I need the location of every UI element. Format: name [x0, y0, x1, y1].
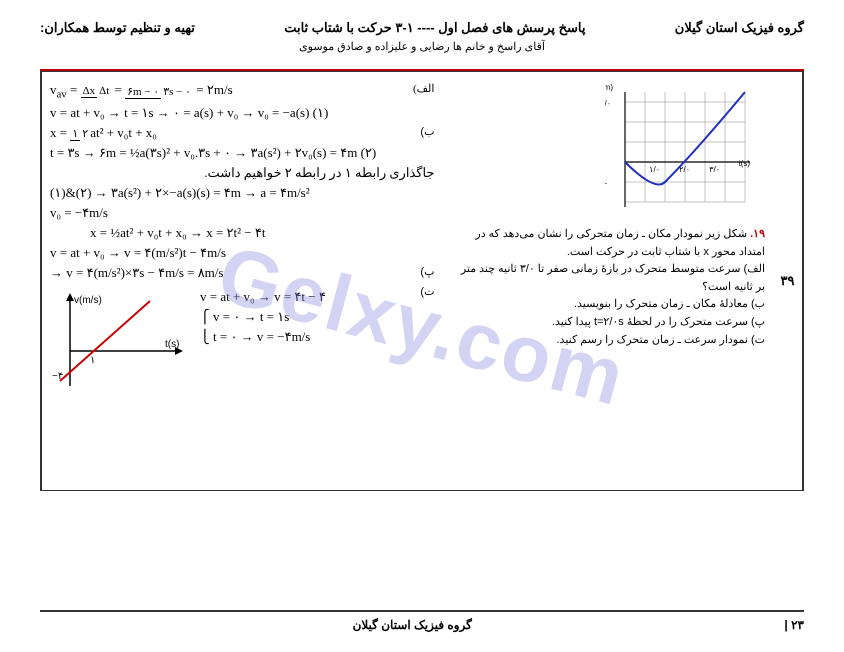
svg-text:۱: ۱ — [90, 355, 95, 366]
q-part-c: پ) سرعت متحرک را در لحظهٔ t=۲/۰s پیدا کن… — [552, 316, 765, 328]
svg-text:۱/۰: ۱/۰ — [649, 165, 660, 174]
eq6: v₀ = −۴m/s — [50, 205, 434, 221]
question-number: ۳۹ — [773, 72, 803, 490]
eq4: t = ۳s → ۶m = ½a(۳s)² + v₀.۳s + ۰ → ۳a(s… — [50, 145, 434, 161]
header-center: پاسخ پرسش های فصل اول ---- ۱-۳ حرکت با ش… — [284, 20, 585, 36]
eq3: x = ۱۲at² + v₀t + x₀ — [50, 125, 434, 141]
header-left: تهیه و تنظیم توسط همکاران: — [40, 20, 195, 36]
eq5: (۱)&(۲) → ۳a(s²) + ۲×−a(s)(s) = ۴m → a =… — [50, 185, 434, 201]
footer: ۲۳ | گروه فیزیک استان گیلان — [40, 610, 804, 632]
question-text: ۱۹. شکل زیر نمودار مکان ـ زمان متحرکی را… — [450, 226, 765, 349]
svg-text:t(s): t(s) — [738, 159, 750, 168]
eq-vav: vav = ΔxΔt = ۶m − ۰۳s − ۰ = ۲m/s الف) — [50, 82, 434, 101]
header-subtitle: آقای راسخ و خانم ها رضایی و علیزاده و صا… — [40, 40, 804, 53]
eq7: x = ½at² + v₀t + x₀ → x = ۲t² − ۴t — [90, 225, 434, 241]
svg-text:−۲/۰: −۲/۰ — [605, 179, 607, 188]
question-column: x(m) t(s) ۶/۰ −۲/۰ ۱/۰ ۲/۰ ۳/۰ ۱۹. شکل ز… — [442, 72, 773, 490]
svg-text:۲/۰: ۲/۰ — [679, 165, 690, 174]
velocity-graph: v(m/s) t(s) ۱ −۴ — [50, 291, 190, 391]
eq9: → v = ۴(m/s²)×۳s − ۴m/s = ۸m/s — [50, 265, 434, 281]
eq8: v = at + v₀ → v = ۴(m/s²)t − ۴m/s — [50, 245, 434, 261]
footer-center: گروه فیزیک استان گیلان — [353, 618, 472, 632]
svg-text:v(m/s): v(m/s) — [74, 295, 102, 306]
position-time-graph: x(m) t(s) ۶/۰ −۲/۰ ۱/۰ ۲/۰ ۳/۰ — [605, 82, 765, 222]
eq2: v = at + v₀ → t = ۱s → ۰ = a(s) + v₀ → v… — [50, 105, 434, 121]
svg-text:۳/۰: ۳/۰ — [709, 165, 720, 174]
q-part-b: ب) معادلهٔ مکان ـ زمان متحرک را بنویسید. — [574, 298, 765, 310]
graph-equations: v = at + v₀ → v = ۴t − ۴ ⎧ v = ۰ → t = ۱… — [200, 285, 326, 349]
q-part-a: الف) سرعت متوسط متحرک در بازهٔ زمانی صفر… — [461, 263, 765, 293]
eq5-label: جاگذاری رابطه ۱ در رابطه ۲ خواهیم داشت. — [50, 165, 434, 181]
svg-text:t(s): t(s) — [165, 339, 179, 350]
svg-text:۶/۰: ۶/۰ — [605, 99, 611, 108]
content-table: ۳۹ x(m) t(s) ۶/۰ −۲/۰ — [40, 71, 804, 491]
q-label: ۱۹. — [750, 228, 765, 240]
solution-column: vav = ΔxΔt = ۶m − ۰۳s − ۰ = ۲m/s الف) v … — [41, 72, 442, 490]
header-right: گروه فیزیک استان گیلان — [675, 20, 804, 36]
q-body: شکل زیر نمودار مکان ـ زمان متحرکی را نشا… — [475, 228, 765, 258]
q-part-d: ت) نمودار سرعت ـ زمان متحرک را رسم کنید. — [557, 334, 766, 346]
svg-text:−۴: −۴ — [52, 371, 63, 382]
svg-text:x(m): x(m) — [605, 83, 613, 92]
footer-page: ۲۳ | — [784, 618, 804, 632]
header: گروه فیزیک استان گیلان پاسخ پرسش های فصل… — [0, 0, 844, 61]
